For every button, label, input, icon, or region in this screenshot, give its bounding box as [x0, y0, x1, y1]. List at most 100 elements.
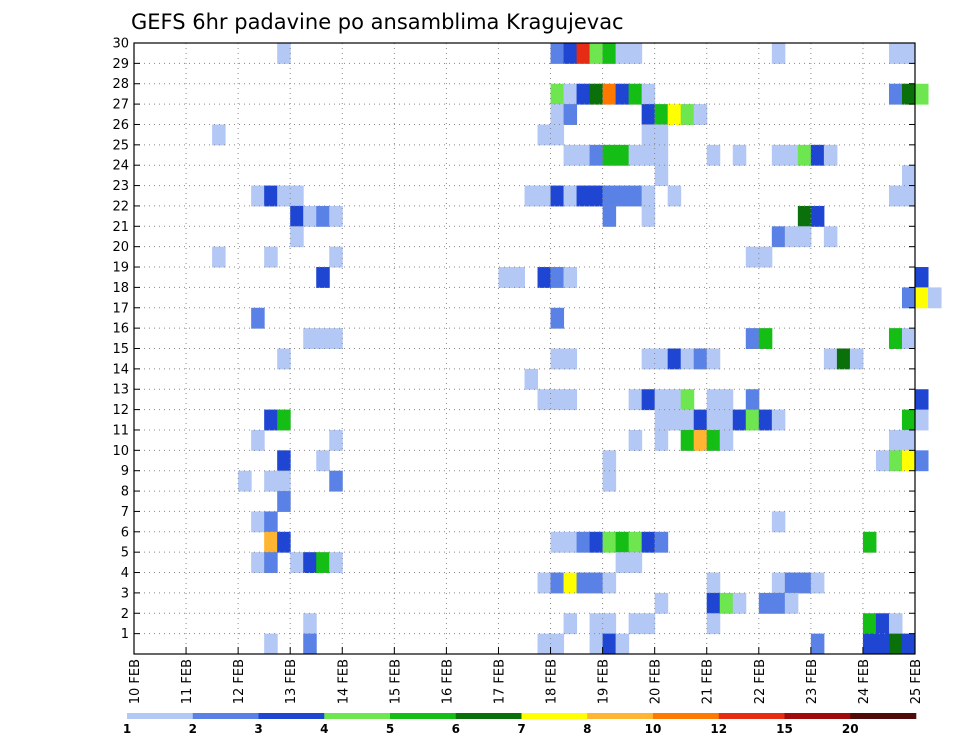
- heatmap-cell: [901, 287, 916, 309]
- heatmap-cell: [550, 572, 565, 594]
- heatmap-cell: [602, 470, 617, 492]
- heatmap-cell: [888, 328, 903, 349]
- heatmap-cell: [641, 205, 656, 227]
- heatmap-cell: [628, 144, 643, 166]
- heatmap-cell: [693, 348, 708, 370]
- heatmap-cell: [277, 409, 291, 431]
- heatmap-cell: [303, 633, 317, 655]
- x-tick-label: 18 FEB: [545, 659, 560, 704]
- heatmap-cell: [550, 267, 565, 288]
- heatmap-cell: [706, 572, 721, 594]
- heatmap-cell: [901, 633, 916, 655]
- heatmap-cell: [745, 328, 760, 349]
- heatmap-cell: [628, 83, 643, 105]
- colorbar-swatch: [850, 713, 917, 719]
- heatmap-cell: [888, 429, 903, 451]
- colorbar-swatch: [258, 713, 325, 719]
- heatmap-cell: [654, 531, 669, 553]
- heatmap-cell: [589, 531, 604, 553]
- heatmap-cell: [901, 450, 916, 472]
- y-tick-label: 5: [121, 546, 129, 561]
- heatmap-cell: [602, 205, 617, 227]
- y-tick-label: 24: [112, 159, 129, 174]
- y-tick-label: 19: [112, 261, 129, 276]
- heatmap-cell: [719, 389, 734, 411]
- chart-title: GEFS 6hr padavine po ansamblima Kragujev…: [131, 10, 624, 34]
- heatmap-cell: [732, 409, 747, 431]
- colorbar-swatch: [653, 713, 720, 719]
- heatmap-cell: [810, 633, 825, 655]
- heatmap-cell: [771, 226, 786, 248]
- heatmap-cell: [888, 613, 903, 635]
- heatmap-cell: [316, 328, 330, 349]
- heatmap-cell: [628, 185, 643, 207]
- heatmap-cell: [901, 185, 916, 207]
- heatmap-cell: [810, 144, 825, 166]
- heatmap-cell: [745, 409, 760, 431]
- heatmap-cell: [537, 633, 552, 655]
- heatmap-cell: [745, 389, 760, 411]
- heatmap-cell: [706, 389, 721, 411]
- heatmap-cell: [537, 267, 552, 288]
- heatmap-cell: [537, 389, 552, 411]
- x-tick-label: 15 FEB: [388, 659, 403, 704]
- heatmap-cell: [758, 409, 773, 431]
- heatmap-cell: [303, 552, 317, 574]
- heatmap-cell: [680, 348, 695, 370]
- heatmap-cell: [901, 83, 916, 105]
- y-tick-label: 29: [112, 57, 129, 72]
- heatmap-cell: [329, 429, 343, 451]
- heatmap-cell: [550, 83, 565, 105]
- heatmap-cell: [251, 552, 265, 574]
- y-tick-label: 30: [112, 37, 129, 52]
- heatmap-cell: [277, 185, 291, 207]
- heatmap-cell: [563, 389, 578, 411]
- x-tick-label: 10 FEB: [128, 659, 143, 704]
- x-tick-label: 23 FEB: [805, 659, 820, 704]
- y-tick-label: 20: [112, 240, 129, 255]
- heatmap-cell: [706, 144, 721, 166]
- colorbar-label: 10: [645, 722, 662, 736]
- heatmap-cell: [641, 83, 656, 105]
- heatmap-cell: [680, 429, 695, 451]
- heatmap-cell: [628, 389, 643, 411]
- heatmap-cell: [732, 592, 747, 614]
- heatmap-cell: [576, 572, 591, 594]
- y-tick-label: 1: [121, 627, 129, 642]
- heatmap-cell: [654, 165, 669, 187]
- y-tick-label: 9: [121, 464, 129, 479]
- heatmap-cell: [706, 429, 721, 451]
- y-tick-label: 12: [112, 403, 129, 418]
- heatmap-cell: [771, 592, 786, 614]
- heatmap-cell: [251, 429, 265, 451]
- heatmap-cell: [706, 409, 721, 431]
- colorbar-label: 6: [452, 722, 460, 736]
- heatmap-cell: [901, 409, 916, 431]
- heatmap-cell: [615, 144, 630, 166]
- y-axis: 1234567891011121314151617181920212223242…: [112, 37, 915, 642]
- heatmap-cell: [823, 144, 838, 166]
- heatmap-cell: [277, 348, 291, 370]
- heatmap-cell: [316, 267, 330, 288]
- heatmap-cell: [784, 144, 799, 166]
- heatmap-cell: [615, 83, 630, 105]
- heatmap-cell: [680, 104, 695, 125]
- heatmap-cell: [862, 633, 877, 655]
- heatmap-cell: [589, 83, 604, 105]
- heatmap-cell: [823, 348, 838, 370]
- colorbar-swatch: [127, 713, 194, 719]
- heatmap-cell: [628, 613, 643, 635]
- colorbar-swatch: [324, 713, 391, 719]
- heatmap-cell: [212, 124, 226, 146]
- heatmap-cell: [537, 124, 552, 146]
- x-tick-label: 17 FEB: [492, 659, 507, 704]
- heatmap-cell: [680, 409, 695, 431]
- heatmap-cell: [537, 185, 552, 207]
- y-tick-label: 16: [112, 322, 129, 337]
- heatmap-cell: [290, 552, 304, 574]
- x-tick-label: 14 FEB: [336, 659, 351, 704]
- heatmap-cell: [550, 104, 565, 125]
- heatmap-cell: [758, 592, 773, 614]
- heatmap-cell: [589, 185, 604, 207]
